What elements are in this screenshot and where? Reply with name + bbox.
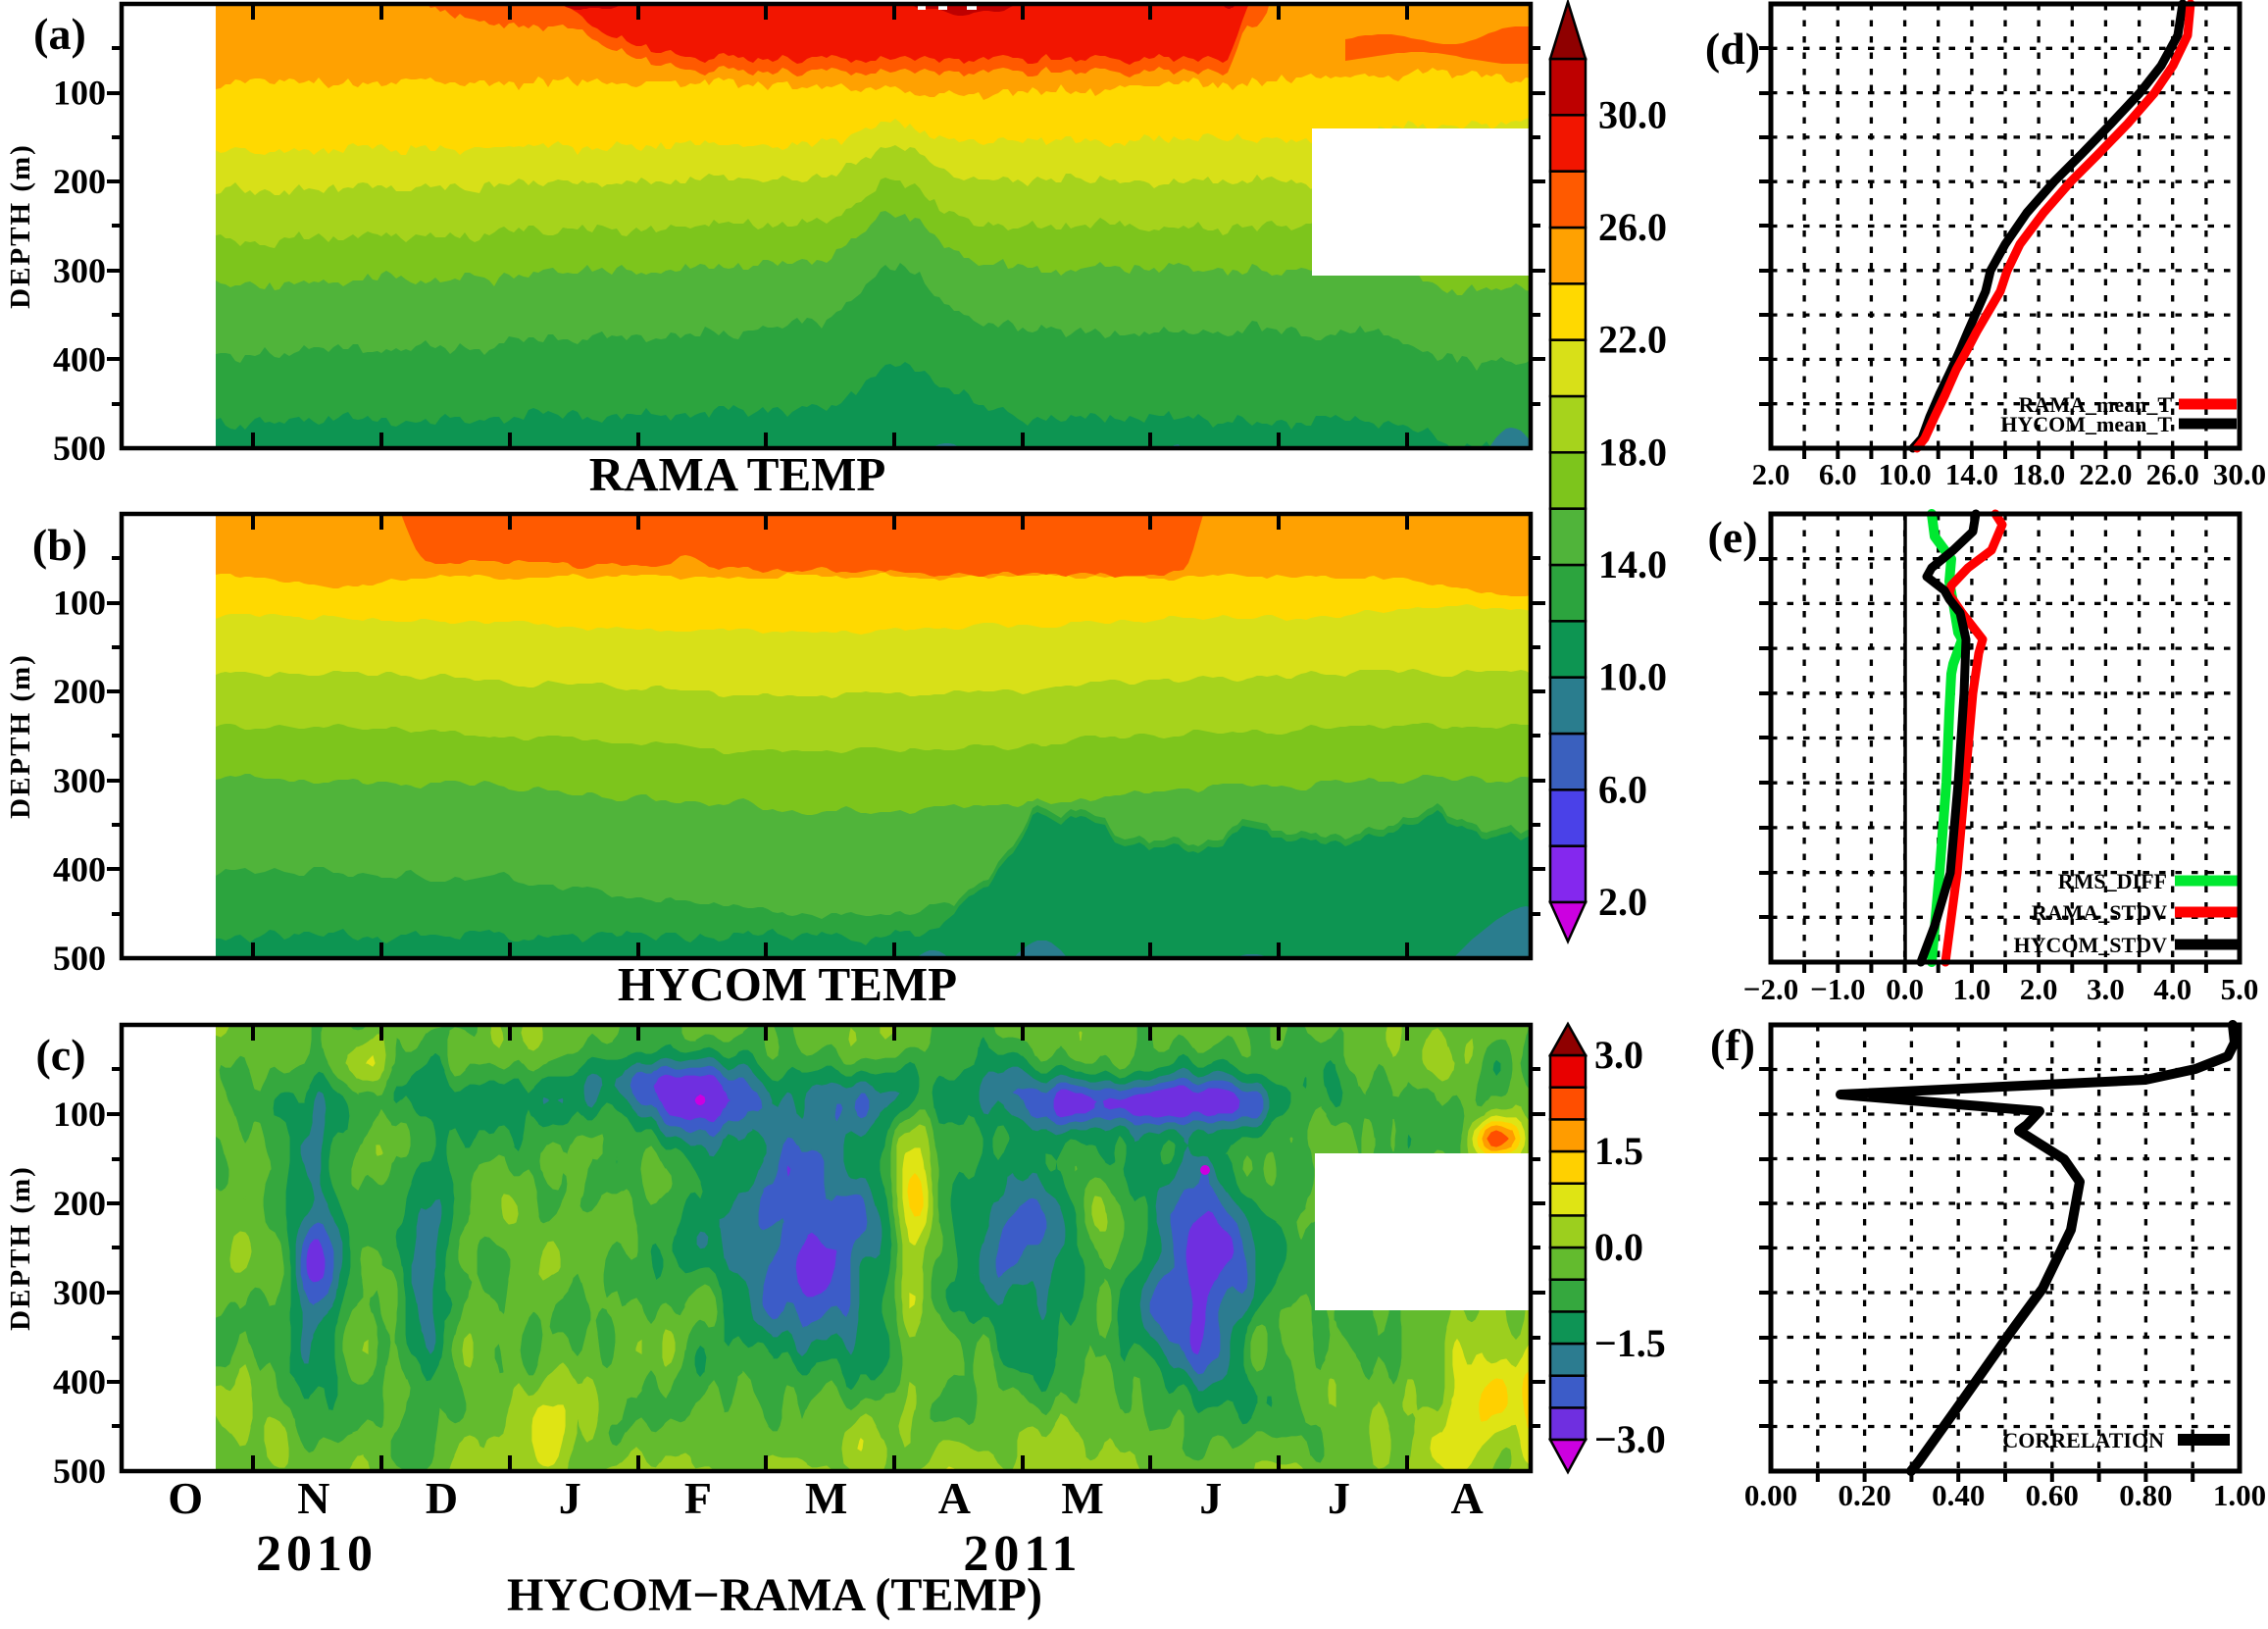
svg-text:(c): (c) bbox=[35, 1030, 85, 1080]
svg-text:100: 100 bbox=[53, 584, 106, 623]
svg-text:−1.0: −1.0 bbox=[1810, 972, 1865, 1006]
svg-text:26.0: 26.0 bbox=[1598, 205, 1667, 249]
svg-text:0.40: 0.40 bbox=[1932, 1478, 1985, 1512]
svg-text:0.0: 0.0 bbox=[1886, 972, 1924, 1006]
svg-text:(d): (d) bbox=[1705, 24, 1760, 74]
svg-text:4.0: 4.0 bbox=[2153, 972, 2192, 1006]
svg-text:0.80: 0.80 bbox=[2119, 1478, 2172, 1512]
svg-text:14.0: 14.0 bbox=[1598, 542, 1667, 586]
svg-text:M: M bbox=[1061, 1473, 1103, 1523]
svg-text:DEPTH (m): DEPTH (m) bbox=[5, 1165, 36, 1331]
svg-text:J: J bbox=[559, 1473, 581, 1523]
svg-text:0.20: 0.20 bbox=[1838, 1478, 1890, 1512]
svg-text:200: 200 bbox=[53, 162, 106, 201]
svg-text:3.0: 3.0 bbox=[1594, 1033, 1643, 1077]
svg-text:HYCOM_mean_T: HYCOM_mean_T bbox=[2000, 412, 2172, 436]
svg-text:O: O bbox=[168, 1473, 203, 1523]
svg-text:10.0: 10.0 bbox=[1598, 655, 1667, 699]
svg-text:1.0: 1.0 bbox=[1952, 972, 1991, 1006]
svg-text:30.0: 30.0 bbox=[1598, 92, 1667, 136]
svg-text:(e): (e) bbox=[1707, 512, 1757, 562]
svg-text:A: A bbox=[938, 1473, 971, 1523]
svg-text:DEPTH (m): DEPTH (m) bbox=[5, 653, 36, 819]
svg-text:10.0: 10.0 bbox=[1878, 457, 1931, 491]
svg-text:RMS_DIFF: RMS_DIFF bbox=[2058, 869, 2167, 893]
svg-text:−2.0: −2.0 bbox=[1743, 972, 1798, 1006]
svg-text:2.0: 2.0 bbox=[2020, 972, 2058, 1006]
svg-text:M: M bbox=[805, 1473, 847, 1523]
svg-text:100: 100 bbox=[53, 1094, 106, 1134]
svg-text:2.0: 2.0 bbox=[1752, 457, 1790, 491]
svg-text:A: A bbox=[1451, 1473, 1484, 1523]
svg-text:2010: 2010 bbox=[256, 1526, 378, 1582]
svg-text:RAMA_STDV: RAMA_STDV bbox=[2032, 900, 2167, 925]
svg-text:500: 500 bbox=[53, 939, 106, 978]
svg-text:300: 300 bbox=[53, 761, 106, 800]
svg-text:18.0: 18.0 bbox=[2012, 457, 2065, 491]
svg-text:HYCOM TEMP: HYCOM TEMP bbox=[618, 957, 957, 1011]
svg-text:(b): (b) bbox=[32, 520, 87, 570]
svg-text:2011: 2011 bbox=[963, 1526, 1082, 1582]
svg-text:400: 400 bbox=[53, 1362, 106, 1401]
svg-text:100: 100 bbox=[53, 74, 106, 113]
svg-text:−3.0: −3.0 bbox=[1594, 1417, 1666, 1461]
svg-text:200: 200 bbox=[53, 1184, 106, 1223]
svg-text:HYCOM−RAMA (TEMP): HYCOM−RAMA (TEMP) bbox=[507, 1569, 1042, 1621]
svg-text:CORRELATION: CORRELATION bbox=[2002, 1428, 2164, 1452]
svg-text:F: F bbox=[684, 1473, 712, 1523]
svg-text:18.0: 18.0 bbox=[1598, 430, 1667, 474]
svg-text:2.0: 2.0 bbox=[1598, 880, 1647, 924]
svg-text:0.00: 0.00 bbox=[1744, 1478, 1797, 1512]
svg-text:0.60: 0.60 bbox=[2026, 1478, 2079, 1512]
svg-text:400: 400 bbox=[53, 339, 106, 379]
svg-text:400: 400 bbox=[53, 849, 106, 889]
svg-text:0.0: 0.0 bbox=[1594, 1225, 1643, 1269]
svg-text:J: J bbox=[1199, 1473, 1222, 1523]
svg-text:300: 300 bbox=[53, 1273, 106, 1312]
svg-text:(f): (f) bbox=[1710, 1020, 1755, 1070]
svg-text:RAMA_mean_T: RAMA_mean_T bbox=[2019, 392, 2173, 417]
svg-text:D: D bbox=[426, 1473, 458, 1523]
svg-text:1.5: 1.5 bbox=[1594, 1129, 1643, 1173]
svg-text:22.0: 22.0 bbox=[2079, 457, 2132, 491]
svg-text:RAMA TEMP: RAMA TEMP bbox=[589, 447, 886, 501]
svg-text:1.00: 1.00 bbox=[2213, 1478, 2266, 1512]
svg-text:HYCOM_STDV: HYCOM_STDV bbox=[2014, 933, 2168, 957]
svg-text:6.0: 6.0 bbox=[1598, 767, 1647, 811]
svg-text:J: J bbox=[1328, 1473, 1350, 1523]
svg-text:300: 300 bbox=[53, 251, 106, 290]
svg-text:6.0: 6.0 bbox=[1819, 457, 1857, 491]
svg-text:22.0: 22.0 bbox=[1598, 318, 1667, 362]
svg-text:−1.5: −1.5 bbox=[1594, 1321, 1666, 1365]
svg-text:200: 200 bbox=[53, 672, 106, 711]
svg-text:N: N bbox=[297, 1473, 329, 1523]
svg-text:3.0: 3.0 bbox=[2087, 972, 2125, 1006]
svg-text:500: 500 bbox=[53, 1451, 106, 1491]
svg-text:DEPTH (m): DEPTH (m) bbox=[5, 143, 36, 309]
svg-text:(a): (a) bbox=[33, 9, 86, 59]
svg-text:5.0: 5.0 bbox=[2221, 972, 2259, 1006]
svg-text:14.0: 14.0 bbox=[1945, 457, 1998, 491]
svg-text:26.0: 26.0 bbox=[2146, 457, 2199, 491]
svg-text:500: 500 bbox=[53, 429, 106, 468]
svg-text:30.0: 30.0 bbox=[2213, 457, 2266, 491]
